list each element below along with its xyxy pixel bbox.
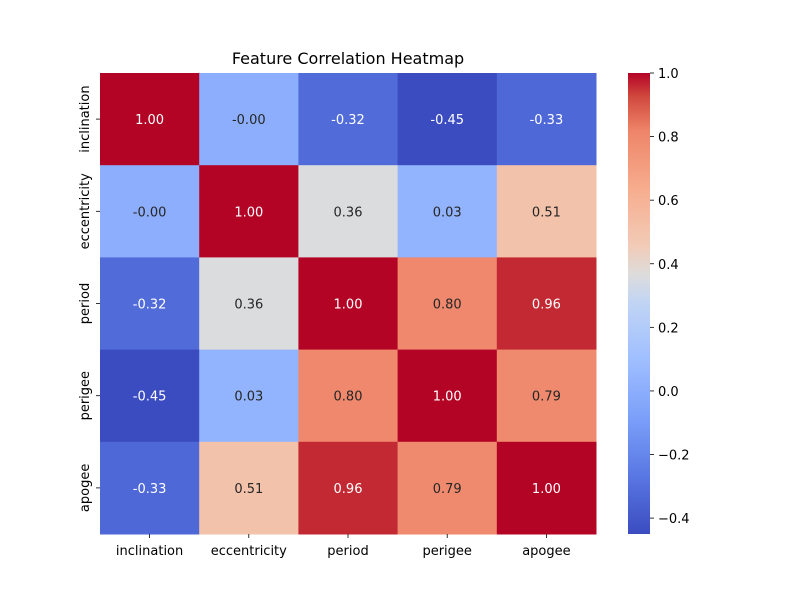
colorbar-tick-label: 0.0 — [658, 385, 679, 400]
cell-value-label: 0.96 — [334, 482, 363, 497]
cell-value-label: 0.51 — [532, 205, 561, 220]
cell-value-label: 0.96 — [532, 298, 561, 313]
heatmap-cell — [100, 349, 200, 443]
heatmap-cell — [298, 349, 399, 443]
cell-value-label: 1.00 — [234, 205, 263, 220]
heatmap-cell — [397, 165, 498, 258]
x-axis: inclination eccentricity period perigee apog… — [116, 534, 571, 559]
heatmap-cell — [298, 165, 399, 258]
heatmap-cell — [298, 73, 399, 166]
heatmap-cell — [496, 349, 597, 443]
cell-value-label: 0.36 — [334, 205, 363, 220]
heatmap-cells: 1.00 -0.00 -0.32 -0.45 -0.33 -0.00 1.00 0.36 0.0… — [100, 73, 597, 535]
cell-value-label: -0.33 — [530, 113, 564, 128]
heatmap-cell — [496, 165, 597, 258]
heatmap-cell — [100, 441, 200, 535]
x-tick-label: eccentricity — [211, 544, 287, 559]
y-tick-label: period — [78, 283, 93, 324]
x-tick-label: apogee — [522, 544, 570, 559]
cell-value-label: -0.45 — [133, 390, 167, 405]
y-tick-label: perigee — [78, 371, 93, 420]
heatmap-cell — [199, 257, 299, 351]
x-tick-label: inclination — [116, 544, 183, 559]
heatmap-cell — [298, 257, 399, 351]
colorbar: 1.0 0.8 0.6 0.4 0.2 0.0 −0.2 −0.4 — [628, 67, 690, 534]
heatmap-cell — [100, 73, 200, 166]
cell-value-label: 0.80 — [433, 298, 462, 313]
cell-value-label: 0.79 — [433, 482, 462, 497]
cell-value-label: -0.45 — [430, 113, 464, 128]
x-tick-label: period — [327, 544, 368, 559]
heatmap-cell — [100, 257, 200, 351]
heatmap-cell — [397, 73, 498, 166]
heatmap-cell — [199, 349, 299, 443]
colorbar-gradient — [628, 73, 650, 534]
x-tick-label: perigee — [422, 544, 471, 559]
colorbar-tick-label: 0.4 — [658, 258, 679, 273]
cell-value-label: -0.32 — [331, 113, 365, 128]
cell-value-label: -0.33 — [133, 482, 167, 497]
cell-value-label: 1.00 — [334, 298, 363, 313]
y-tick-label: apogee — [78, 464, 93, 512]
heatmap-cell — [199, 73, 299, 166]
cell-value-label: 1.00 — [433, 390, 462, 405]
cell-value-label: -0.00 — [133, 205, 167, 220]
cell-value-label: 0.03 — [433, 205, 462, 220]
heatmap-cell — [397, 257, 498, 351]
colorbar-tick-label: −0.4 — [658, 512, 690, 527]
y-axis: inclination eccentricity period perigee apog… — [78, 85, 100, 512]
cell-value-label: 0.51 — [234, 482, 263, 497]
chart-title: Feature Correlation Heatmap — [232, 49, 464, 68]
y-tick-label: eccentricity — [78, 173, 93, 249]
cell-value-label: 1.00 — [532, 482, 561, 497]
heatmap-cell — [397, 441, 498, 535]
heatmap-cell — [397, 349, 498, 443]
colorbar-tick-label: 0.2 — [658, 321, 679, 336]
cell-value-label: -0.32 — [133, 298, 167, 313]
y-tick-label: inclination — [78, 85, 93, 152]
heatmap-cell — [298, 441, 399, 535]
cell-value-label: 1.00 — [135, 113, 164, 128]
heatmap-cell — [199, 165, 299, 258]
cell-value-label: -0.00 — [232, 113, 266, 128]
cell-value-label: 0.36 — [234, 298, 263, 313]
heatmap-cell — [199, 441, 299, 535]
colorbar-tick-label: 0.6 — [658, 194, 679, 209]
cell-value-label: 0.79 — [532, 390, 561, 405]
cell-value-label: 0.03 — [234, 390, 263, 405]
heatmap-cell — [496, 73, 597, 166]
heatmap-cell — [100, 165, 200, 258]
heatmap-cell — [496, 257, 597, 351]
colorbar-tick-label: 0.8 — [658, 131, 679, 146]
cell-value-label: 0.80 — [334, 390, 363, 405]
colorbar-tick-label: −0.2 — [658, 449, 690, 464]
heatmap-cell — [496, 441, 597, 535]
colorbar-tick-label: 1.0 — [658, 67, 679, 82]
